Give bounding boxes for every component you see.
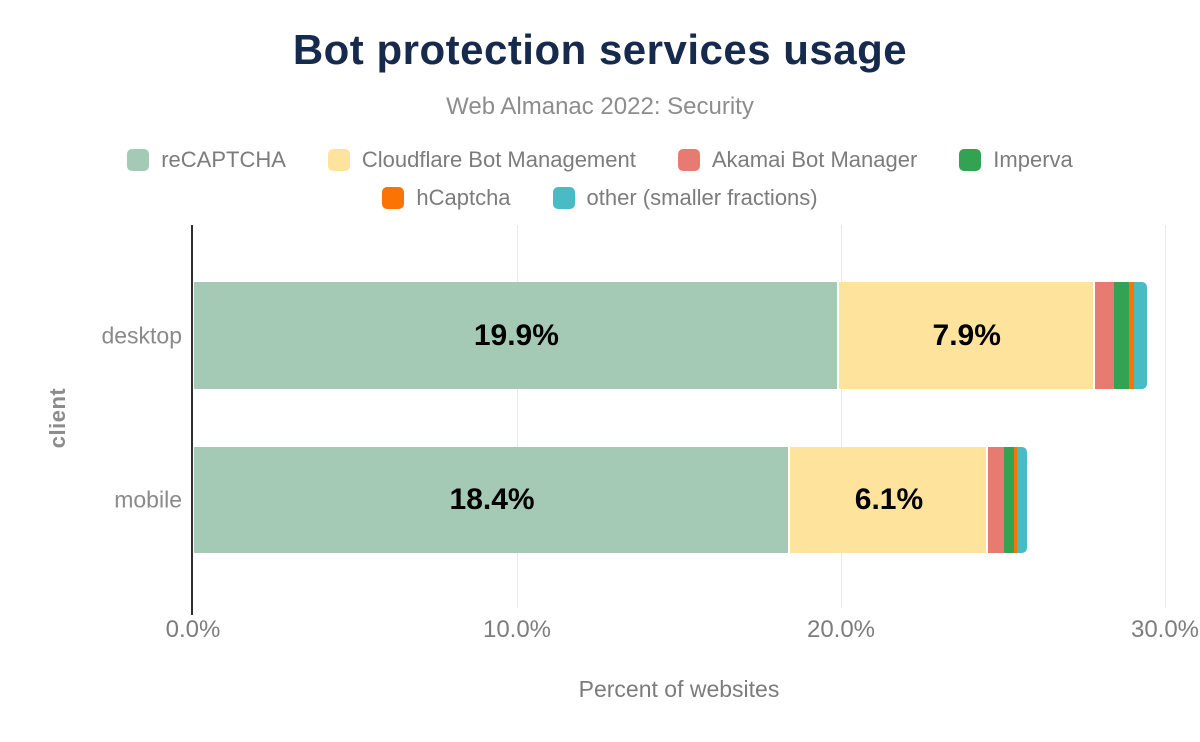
x-tick-label-10-0pct: 10.0% [482,616,552,643]
legend-item-other-smaller-fractions[interactable]: other (smaller fractions) [552,185,818,211]
bar-value-label-desktop-recaptcha: 19.9% [473,318,559,352]
bar-segment-mobile-recaptcha[interactable] [194,447,789,553]
bar-value-label-desktop-cloudflare-bot-management: 7.9% [932,318,1001,352]
legend-row-1: reCAPTCHA Cloudflare Bot Management Akamai… [127,147,1073,173]
bar-row-desktop: 19.9% 7.9% [194,282,1147,389]
legend-label-other-smaller-fractions: other (smaller fractions) [586,185,818,210]
bar-segment-mobile-imperva[interactable] [1004,447,1014,553]
legend-swatch-akamai-bot-manager [677,149,700,171]
legend-swatch-recaptcha [127,149,150,171]
gridline-30-0pct [1165,225,1166,608]
chart-subtitle: Web Almanac 2022: Security [446,93,754,120]
category-label-desktop: desktop [101,322,182,348]
chart-title: Bot protection services usage [292,26,908,73]
x-tick-label-30-0pct: 30.0% [1130,616,1200,643]
bar-segment-desktop-imperva[interactable] [1114,282,1129,389]
legend-label-cloudflare-bot-management: Cloudflare Bot Management [361,147,636,172]
bar-segment-mobile-akamai-bot-manager[interactable] [987,447,1004,553]
legend-swatch-other-smaller-fractions [552,187,575,209]
legend-row-2: hCaptcha other (smaller fractions) [382,185,818,211]
gridline-20-0pct [841,225,842,608]
legend-swatch-hcaptcha [382,187,405,209]
legend-label-recaptcha: reCAPTCHA [161,147,286,172]
bar-segment-desktop-cloudflare-bot-management[interactable] [838,282,1093,389]
bar-value-label-mobile-recaptcha: 18.4% [449,483,535,516]
bar-row-mobile: 18.4% 6.1% [194,447,1027,553]
category-label-mobile: mobile [114,486,182,513]
x-axis-title: Percent of websites [578,676,780,702]
legend-swatch-imperva [959,149,982,171]
x-tick-label-20-0pct: 20.0% [806,616,876,643]
legend-label-imperva: Imperva [993,147,1073,172]
legend-swatch-cloudflare-bot-management [327,149,350,171]
legend-item-cloudflare-bot-management[interactable]: Cloudflare Bot Management [327,147,636,173]
legend-item-akamai-bot-manager[interactable]: Akamai Bot Manager [677,147,918,173]
bar-segment-mobile-cloudflare-bot-management[interactable] [790,447,986,553]
bar-segment-desktop-akamai-bot-manager[interactable] [1094,282,1115,389]
legend-item-imperva[interactable]: Imperva [959,147,1073,173]
bar-segment-desktop-hcaptcha[interactable] [1128,282,1134,389]
bar-segment-mobile-hcaptcha[interactable] [1013,447,1017,553]
y-axis-line [191,225,193,615]
legend-item-recaptcha[interactable]: reCAPTCHA [127,147,286,173]
gridline-10-0pct [517,225,518,608]
bar-segment-desktop-recaptcha[interactable] [194,282,837,389]
legend-label-akamai-bot-manager: Akamai Bot Manager [711,147,918,172]
legend: reCAPTCHA Cloudflare Bot Management Akamai… [0,147,1200,211]
legend-item-hcaptcha[interactable]: hCaptcha [382,185,511,211]
legend-label-hcaptcha: hCaptcha [416,185,511,210]
bar-segment-desktop-other-smaller-fractions[interactable] [1133,282,1147,389]
bar-segment-mobile-other-smaller-fractions[interactable] [1016,447,1027,553]
x-tick-label-0-0pct: 0.0% [165,616,221,643]
bar-value-label-mobile-cloudflare-bot-management: 6.1% [854,483,924,516]
y-axis-title: client [45,387,70,449]
